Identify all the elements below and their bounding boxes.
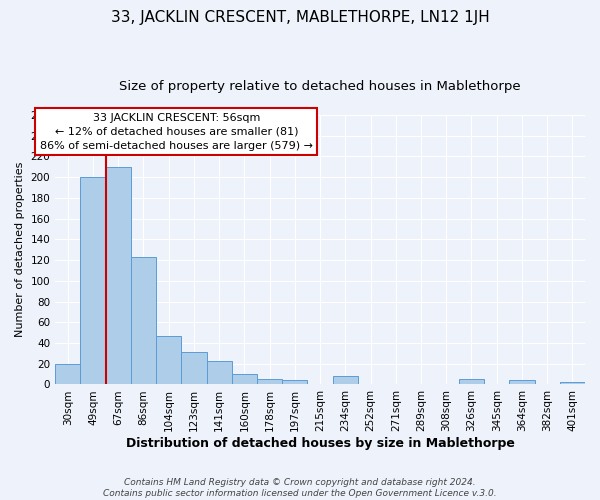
Bar: [206, 360, 232, 384]
Bar: [282, 380, 307, 384]
Bar: [106, 167, 131, 384]
Text: 33, JACKLIN CRESCENT, MABLETHORPE, LN12 1JH: 33, JACKLIN CRESCENT, MABLETHORPE, LN12 …: [110, 10, 490, 25]
Bar: [459, 380, 484, 384]
Bar: [181, 352, 206, 384]
X-axis label: Distribution of detached houses by size in Mablethorpe: Distribution of detached houses by size …: [125, 437, 515, 450]
Text: Contains HM Land Registry data © Crown copyright and database right 2024.
Contai: Contains HM Land Registry data © Crown c…: [103, 478, 497, 498]
Y-axis label: Number of detached properties: Number of detached properties: [15, 162, 25, 338]
Text: 33 JACKLIN CRESCENT: 56sqm
← 12% of detached houses are smaller (81)
86% of semi: 33 JACKLIN CRESCENT: 56sqm ← 12% of deta…: [40, 112, 313, 150]
Bar: [257, 380, 282, 384]
Bar: [232, 374, 257, 384]
Bar: [332, 376, 358, 384]
Bar: [131, 257, 156, 384]
Bar: [560, 382, 585, 384]
Bar: [509, 380, 535, 384]
Bar: [55, 364, 80, 384]
Title: Size of property relative to detached houses in Mablethorpe: Size of property relative to detached ho…: [119, 80, 521, 93]
Bar: [156, 336, 181, 384]
Bar: [80, 177, 106, 384]
